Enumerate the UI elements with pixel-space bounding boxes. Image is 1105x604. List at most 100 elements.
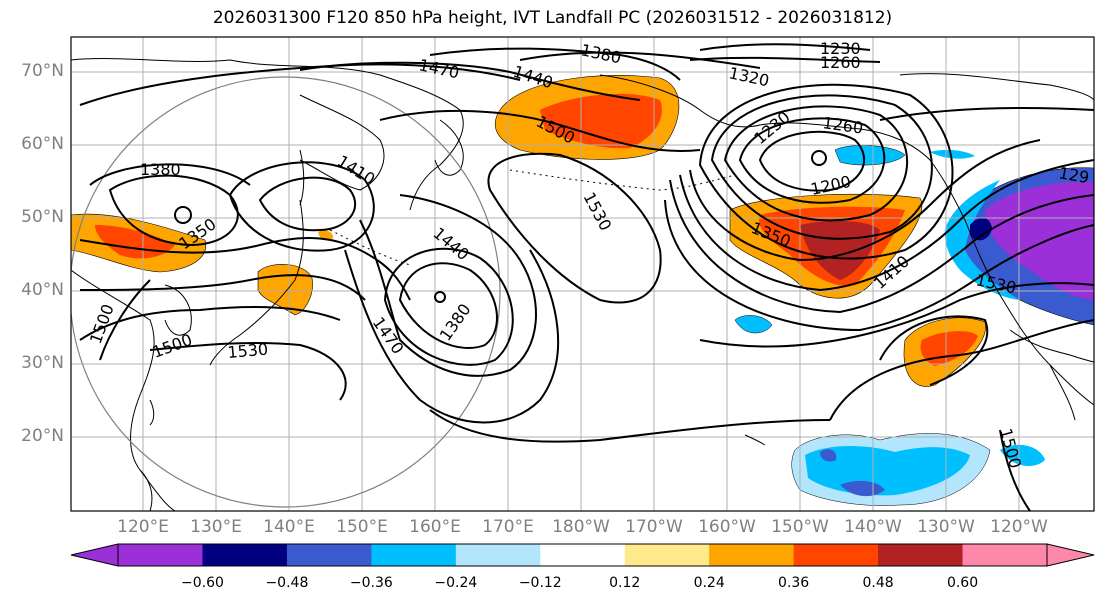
colorbar-segment (793, 544, 879, 566)
ivt-positive-gulf-core (800, 220, 880, 280)
contour-label-1500-sw: 1500 (150, 330, 195, 362)
colorbar-segment (624, 544, 710, 566)
contour-1380-cutoff (398, 262, 498, 349)
ivt-positive-bering-core (540, 93, 662, 149)
contour-label-1380-top: 1380 (579, 40, 623, 67)
coast-na-interior (1009, 329, 1094, 363)
contour-1380-west (228, 161, 375, 252)
contour-1380-west-outer (89, 163, 251, 186)
contour-1470-cutoff (344, 249, 560, 424)
contour-small-ring-3 (811, 150, 827, 166)
colorbar-extend-left (70, 543, 119, 567)
colorbar-segment (455, 544, 541, 566)
contour-1530-dome (879, 315, 989, 386)
ivt-negative-west-coast-outer (944, 180, 1020, 300)
colorbar-tick-label: 0.48 (862, 575, 894, 591)
contour-label-1260-top: 1260 (820, 53, 861, 72)
ivt-negative-alaska-east (930, 149, 975, 159)
coast-korea (164, 284, 192, 336)
colorbar-tick-label: −0.60 (181, 575, 224, 591)
contour-1470-north (79, 63, 521, 106)
contour-1470-west (79, 274, 366, 301)
ivt-negative-west-coast-core (985, 181, 1094, 300)
colorbar-segment (709, 544, 795, 566)
ivt-negative-subtropic-small (734, 315, 773, 334)
range-circle (71, 76, 501, 508)
contour-label-1320-top: 1320 (727, 63, 771, 90)
colorbar-tick-label: −0.48 (265, 575, 309, 591)
contour-1500-sw (99, 279, 151, 361)
coast-baja (1049, 364, 1076, 421)
colorbar-segment (371, 544, 457, 566)
coast-asia-north (71, 58, 464, 211)
lon-label-140w: 140°W (844, 517, 902, 537)
contour-1350-trough (689, 139, 1041, 262)
lon-label-160e: 160°E (409, 517, 461, 537)
contour-label-1530-ridge: 1530 (579, 189, 615, 234)
colorbar-tick-label: −0.36 (349, 575, 393, 591)
contour-1290-low (710, 94, 933, 240)
lat-label-20n: 20°N (21, 426, 64, 446)
colorbar-tick-label: −0.24 (434, 575, 478, 591)
ivt-negative-hawaii-core (840, 480, 885, 497)
lon-label-130e: 130°E (190, 517, 242, 537)
colorbar-segment (540, 544, 626, 566)
coast-kuril-chain (329, 229, 411, 266)
colorbar-segment (118, 544, 203, 566)
contour-label-1500-east: 1500 (996, 426, 1025, 470)
contour-1470-center (429, 409, 831, 443)
contour-label-1470-center: 1470 (369, 313, 408, 357)
contour-label-1380-cutoff: 1380 (436, 300, 475, 344)
contour-small-ring-2 (434, 291, 446, 303)
lat-label-40n: 40°N (21, 280, 64, 300)
lat-label-60n: 60°N (21, 134, 64, 154)
lon-label-150w: 150°W (771, 517, 829, 537)
colorbar-segment (962, 544, 1048, 566)
lon-label-170e: 170°E (482, 517, 534, 537)
contour-1530-ridge-west (487, 152, 662, 304)
colorbar-tick-label: 0.24 (693, 575, 725, 591)
lat-label-50n: 50°N (21, 207, 64, 227)
coast-na-west (964, 219, 1094, 406)
lat-label-70n: 70°N (21, 61, 64, 81)
ivt-negative-west-coast-dark (970, 217, 992, 241)
coast-sakhalin (299, 149, 305, 206)
coast-okhotsk (299, 94, 385, 191)
contour-label-1440-cutoff: 1440 (429, 224, 472, 265)
contour-1320 (519, 51, 761, 69)
colorbar-segment (286, 544, 372, 566)
lon-label-160w: 160°W (698, 517, 756, 537)
contour-1440-top-right (879, 107, 1094, 121)
lon-label-120w: 120°W (990, 517, 1048, 537)
colorbar-frame (117, 543, 1048, 567)
contour-label-1230-low: 1230 (750, 107, 793, 148)
map-title: 2026031300 F120 850 hPa height, IVT Land… (212, 8, 893, 28)
colorbar-tick-label: 0.36 (778, 575, 810, 591)
contour-1500-west (79, 306, 341, 341)
ivt-negative-hawaii-core2 (820, 449, 837, 462)
colorbar-tick-label: 0.12 (609, 575, 641, 591)
height-contours (79, 43, 1094, 511)
contour-1440-cutoff (359, 194, 537, 377)
graticule (71, 37, 1094, 511)
contour-1230-north (699, 43, 871, 51)
contour-1500-east (999, 429, 1031, 511)
colorbar-segment (202, 544, 288, 566)
contour-1440-west (79, 237, 411, 301)
colorbar (70, 543, 1095, 567)
ivt-shading (71, 75, 1094, 506)
coast-canada-arctic (899, 73, 1094, 101)
map-frame (70, 36, 1095, 512)
coast-philippines (139, 469, 153, 511)
contour-1440-trough (664, 199, 1094, 332)
contour-1380-trough (679, 159, 1094, 292)
contour-1260-low (723, 105, 909, 222)
contour-1200-low (758, 130, 866, 192)
contour-label-1260-low: 1260 (821, 113, 864, 137)
contour-label-1230-top: 1230 (820, 39, 861, 58)
colorbar-extend-right (1046, 543, 1095, 567)
lon-label-130w: 130°W (917, 517, 975, 537)
contour-1530-west (149, 341, 347, 401)
coast-aleutians (509, 169, 736, 191)
lon-label-120e: 120°E (117, 517, 169, 537)
